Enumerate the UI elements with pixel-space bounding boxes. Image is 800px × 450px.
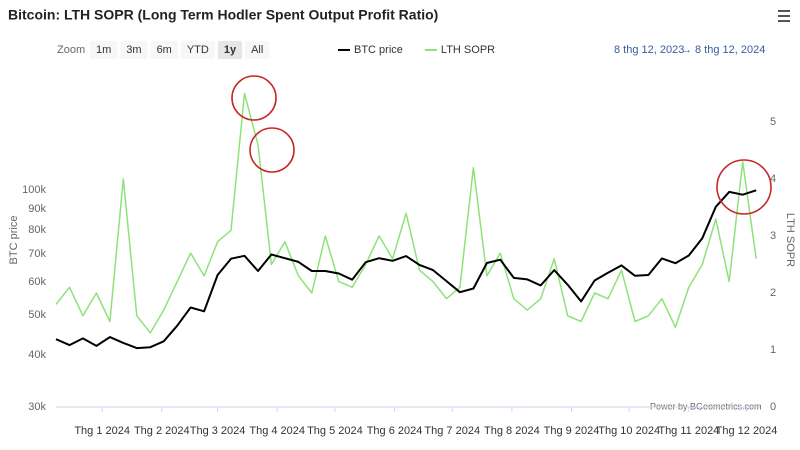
button-bg	[245, 41, 270, 59]
series-line	[55, 189, 757, 350]
y2-tick-label: 3	[770, 230, 776, 242]
highlight-circle	[716, 159, 772, 215]
x-tick-label: Thg 10 2024	[598, 425, 660, 437]
legend-item[interactable]: LTH SOPR	[424, 44, 495, 56]
y2-tick-label: 1	[770, 344, 776, 356]
range-button[interactable]: 6m	[150, 41, 178, 59]
button-label: 1m	[96, 44, 111, 56]
button-label: YTD	[187, 44, 209, 56]
x-tick-label: Thg 7 2024	[424, 425, 480, 437]
legend-label: BTC price	[354, 44, 403, 56]
range-button[interactable]: 1y	[217, 41, 243, 59]
button-label: 1y	[224, 44, 237, 56]
highlight-circle	[231, 75, 277, 121]
x-tick-label: Thg 1 2024	[74, 425, 130, 437]
y-axis-title: BTC price	[8, 216, 20, 265]
y2-tick-label: 4	[770, 173, 776, 185]
x-tick-label: Thg 8 2024	[484, 425, 540, 437]
y-tick-label: 90k	[28, 203, 46, 215]
chart-title: Bitcoin: LTH SOPR (Long Term Hodler Spen…	[8, 7, 438, 23]
series-line	[55, 92, 757, 334]
y-tick-label: 60k	[28, 276, 46, 288]
y-tick-label: 40k	[28, 349, 46, 361]
highlight-circle	[249, 127, 295, 173]
legend-label: LTH SOPR	[441, 44, 495, 56]
x-tick-label: Thg 12 2024	[716, 425, 778, 437]
zoom-label: Zoom	[57, 44, 85, 56]
range-button[interactable]: 1m	[90, 41, 118, 59]
y-tick-label: 70k	[28, 248, 46, 260]
y2-tick-label: 0	[770, 401, 776, 413]
button-label: 6m	[157, 44, 172, 56]
button-bg	[180, 41, 215, 59]
button-bg	[150, 41, 178, 59]
button-label: 3m	[126, 44, 141, 56]
y-tick-label: 50k	[28, 309, 46, 321]
y2-tick-label: 5	[770, 116, 776, 128]
menu-icon[interactable]	[778, 10, 790, 22]
x-tick-label: Thg 9 2024	[544, 425, 600, 437]
y2-tick-label: 2	[770, 287, 776, 299]
range-button[interactable]: 3m	[120, 41, 148, 59]
x-tick-label: Thg 11 2024	[658, 425, 719, 437]
credits[interactable]: Power by BGeometrics.com	[650, 401, 762, 411]
x-tick-label: Thg 6 2024	[367, 425, 423, 437]
x-tick-label: Thg 5 2024	[307, 425, 363, 437]
button-bg	[90, 41, 118, 59]
button-label: All	[251, 44, 263, 56]
x-tick-label: Thg 3 2024	[190, 425, 246, 437]
x-tick-label: Thg 4 2024	[249, 425, 305, 437]
range-button[interactable]: All	[245, 41, 270, 59]
x-tick-label: Thg 2 2024	[134, 425, 190, 437]
legend-item[interactable]: BTC price	[338, 44, 403, 56]
button-bg	[120, 41, 148, 59]
y-tick-label: 100k	[22, 184, 46, 196]
y-tick-label: 30k	[28, 401, 46, 413]
y2-axis-title: LTH SOPR	[784, 213, 796, 267]
range-from[interactable]: 8 thg 12, 2023	[614, 44, 684, 56]
button-bg	[217, 41, 243, 59]
range-to[interactable]: 8 thg 12, 2024	[695, 44, 765, 56]
y-tick-label: 80k	[28, 224, 46, 236]
range-arrow: →	[681, 44, 692, 56]
range-button[interactable]: YTD	[180, 41, 215, 59]
